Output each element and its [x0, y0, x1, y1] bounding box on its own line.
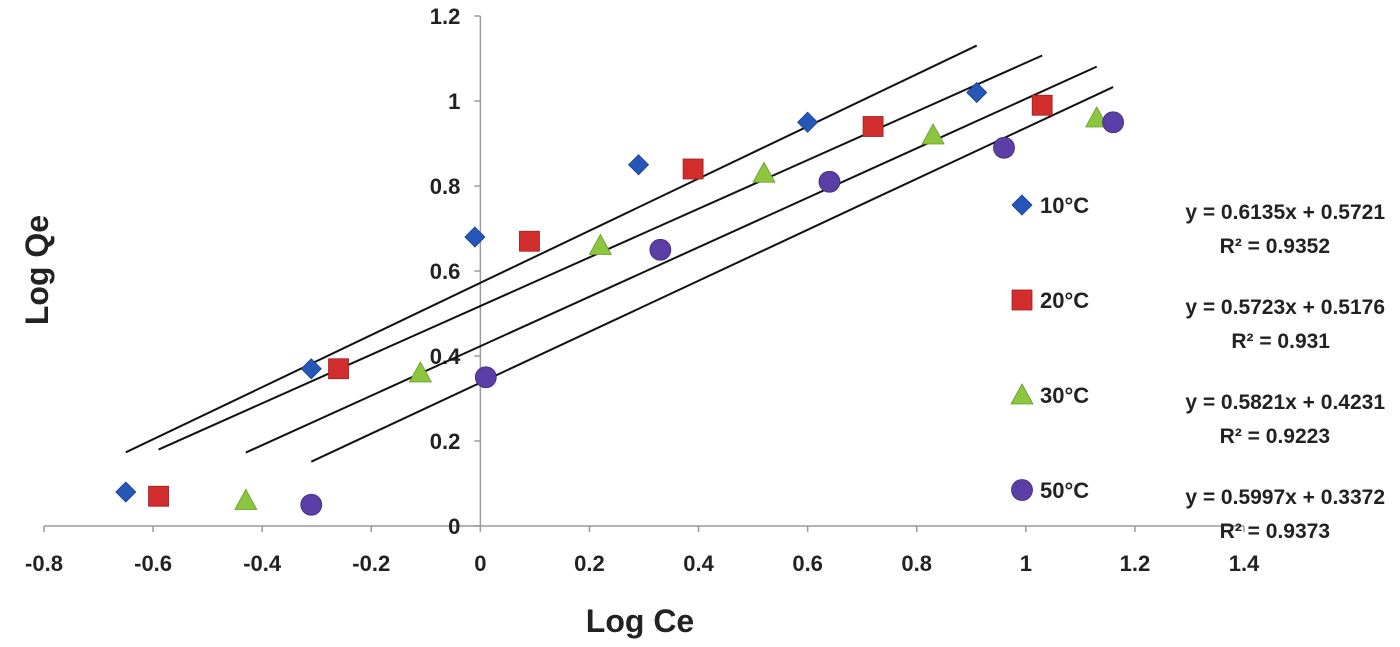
- data-point: [300, 358, 322, 380]
- trendline-3: [245, 65, 1098, 454]
- x-tick-label: 0.2: [574, 551, 605, 576]
- axes: -0.8 -0.6 -0.4 -0.2 0 0.2 0.4 0.6 0.8 1 1.2 1.4 0 0.2…: [25, 4, 1260, 576]
- legend-label: 30°C: [1040, 383, 1089, 408]
- data-point: [818, 170, 841, 193]
- trendline-r2: R² = 0.9373: [1220, 520, 1330, 543]
- trendline-1: [125, 44, 978, 454]
- data-point: [627, 154, 650, 176]
- data-point: [966, 81, 988, 104]
- legend-marker: [1011, 194, 1033, 216]
- y-tick-label: 1: [448, 89, 460, 114]
- x-axis-title: Log Ce: [586, 603, 694, 639]
- y-tick-label: 0.6: [430, 259, 461, 284]
- data-point: [921, 123, 945, 145]
- legend-marker: [1011, 479, 1033, 501]
- legend-marker: [1010, 383, 1034, 405]
- y-tick-label: 0.8: [430, 174, 461, 199]
- legend-label: 20°C: [1040, 288, 1089, 313]
- trendline-equation: y = 0.5997x + 0.3372: [1185, 486, 1385, 509]
- x-tick-label: 0: [474, 551, 486, 576]
- x-tick-label: -0.2: [352, 551, 390, 576]
- data-point: [682, 158, 704, 180]
- y-tick-label: 0: [448, 514, 460, 539]
- legend-label: 50°C: [1040, 478, 1089, 503]
- x-tick-label: 1.2: [1120, 551, 1151, 576]
- data-point: [148, 485, 169, 507]
- data-point: [752, 161, 776, 183]
- legend-marker: [1011, 289, 1033, 311]
- data-point: [993, 136, 1015, 159]
- x-tick-label: 0.6: [792, 551, 823, 576]
- y-tick-label: 0.2: [430, 429, 461, 454]
- data-point: [115, 481, 137, 503]
- data-point: [1102, 111, 1124, 134]
- y-axis-title: Log Qe: [19, 215, 55, 325]
- x-tick-label: 1: [1020, 551, 1032, 576]
- trendline-equation: y = 0.6135x + 0.5721: [1185, 201, 1385, 224]
- trendline-equation: y = 0.5723x + 0.5176: [1185, 296, 1385, 319]
- data-point: [408, 361, 433, 383]
- x-tick-label: 0.8: [901, 551, 932, 576]
- data-point: [464, 226, 486, 248]
- data-point: [328, 358, 349, 380]
- data-point: [519, 230, 540, 252]
- trendline-equation: y = 0.5821x + 0.4231: [1185, 391, 1385, 414]
- x-tick-label: -0.6: [134, 551, 172, 576]
- x-tick-label: -0.4: [243, 551, 282, 576]
- x-tick-label: 1.4: [1229, 551, 1260, 576]
- trendline-r2: R² = 0.931: [1231, 330, 1330, 353]
- x-tick-label: -0.8: [25, 551, 63, 576]
- y-tick-label: 1.2: [430, 4, 461, 29]
- data-points: [115, 81, 1124, 516]
- trendline-r2: R² = 0.9352: [1220, 235, 1330, 258]
- trendlines: [125, 44, 1114, 463]
- trendline-4: [310, 86, 1114, 463]
- data-point: [797, 111, 819, 133]
- legend: 10°C y = 0.6135x + 0.5721 R² = 0.9352 20°C y…: [1010, 193, 1385, 543]
- x-tick-label: 0.4: [683, 551, 714, 576]
- data-point: [588, 233, 613, 255]
- data-point: [300, 493, 323, 516]
- trendline-r2: R² = 0.9223: [1220, 425, 1330, 448]
- data-point: [649, 238, 672, 261]
- data-point: [862, 116, 884, 137]
- data-point: [234, 488, 258, 510]
- legend-label: 10°C: [1040, 193, 1089, 218]
- data-point: [1031, 94, 1053, 116]
- data-point: [474, 366, 497, 389]
